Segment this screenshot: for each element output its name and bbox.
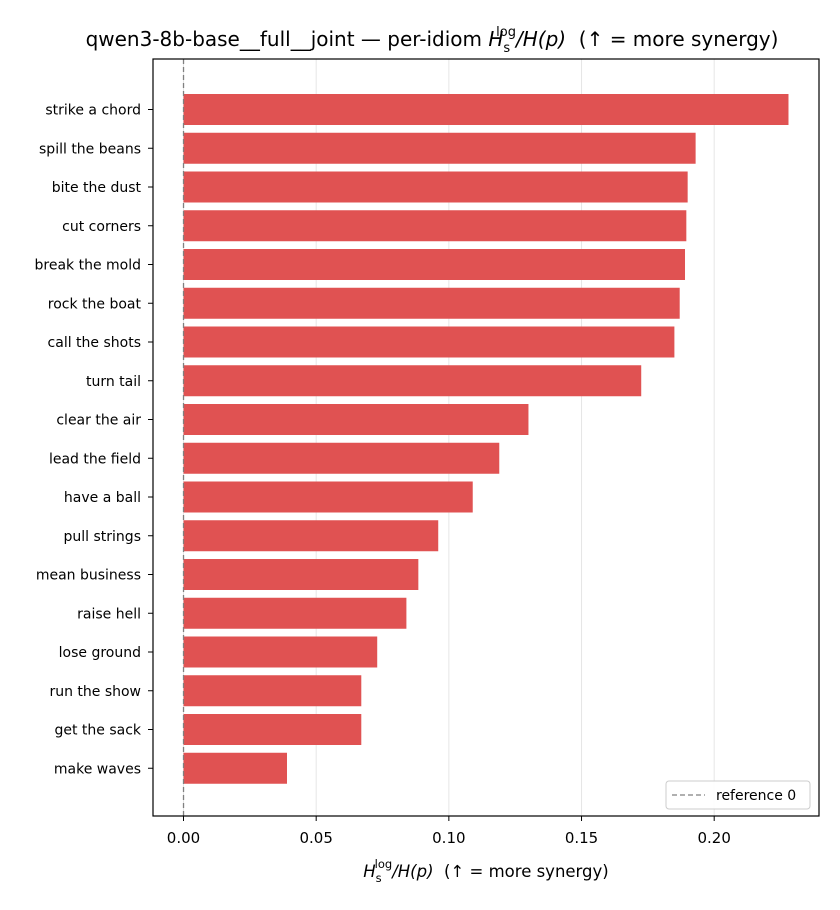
y-tick-label: make waves: [54, 761, 141, 777]
x-tick-label: 0.15: [565, 829, 598, 847]
bar: [183, 675, 362, 707]
y-tick-label: run the show: [49, 684, 141, 700]
plot-frame: [152, 58, 820, 817]
y-tick-label: turn tail: [86, 374, 141, 390]
legend-label: reference 0: [716, 788, 796, 804]
y-tick-label: lose ground: [59, 645, 141, 661]
bar: [183, 404, 529, 435]
y-tick-label: cut corners: [62, 219, 141, 235]
legend-box: [665, 780, 811, 810]
y-tick-label: mean business: [36, 568, 141, 584]
y-tick-label: strike a chord: [45, 103, 141, 119]
x-axis-ticks: 0.00 0.05 0.10 0.15 0.20: [167, 816, 731, 847]
x-axis-label: Hslog/H(p) (↑ = more synergy): [363, 857, 608, 885]
chart-title-metric-rest: /H(p): [514, 27, 566, 51]
y-tick-label: clear the air: [56, 413, 141, 429]
bar: [183, 714, 362, 745]
y-tick-label: have a ball: [64, 490, 141, 506]
y-tick-label: pull strings: [64, 529, 141, 545]
y-tick-label: rock the boat: [48, 296, 142, 312]
x-tick-label: 0.20: [697, 829, 730, 847]
x-axis-label-suffix: (↑ = more synergy): [434, 862, 609, 881]
x-axis-label-sup: log: [375, 857, 393, 871]
chart-title-main: qwen3-8b-base__full__joint — per-idiom: [86, 27, 489, 51]
chart-title-metric-h: H: [488, 27, 503, 51]
y-tick-label: bite the dust: [52, 180, 142, 196]
bar: [183, 442, 500, 474]
bar: [183, 636, 378, 668]
y-tick-label: get the sack: [54, 723, 141, 739]
bar: [183, 752, 287, 784]
chart-title: qwen3-8b-base__full__joint — per-idiom H…: [86, 25, 779, 56]
bar: [183, 520, 439, 552]
legend: reference 0: [665, 780, 811, 810]
chart-title-metric-sup: log: [496, 25, 516, 40]
bar: [183, 481, 473, 513]
x-tick-label: 0.10: [432, 829, 465, 847]
x-axis-label-h: H: [363, 862, 375, 881]
x-axis-label-sub: s: [376, 871, 382, 885]
bar: [183, 365, 642, 397]
bar: [183, 597, 407, 629]
x-tick-label: 0.05: [299, 829, 332, 847]
chart-title-suffix: (↑ = more synergy): [566, 27, 778, 51]
y-tick-label: raise hell: [77, 606, 141, 622]
bar: [183, 171, 688, 203]
bar: [183, 326, 675, 358]
y-tick-label: spill the beans: [39, 141, 141, 157]
bar: [183, 94, 789, 125]
bar: [183, 287, 680, 319]
bar: [183, 249, 686, 280]
y-tick-label: break the mold: [35, 258, 142, 274]
bar: [183, 132, 696, 164]
bar: [183, 559, 419, 590]
x-tick-label: 0.00: [167, 829, 200, 847]
bar: [183, 210, 687, 242]
chart-title-metric-sub: s: [503, 41, 510, 56]
bars: [183, 94, 789, 784]
y-tick-label: lead the field: [49, 451, 141, 467]
y-axis-ticks: strike a chord spill the beans bite the du…: [35, 103, 153, 777]
x-axis-label-rest: /H(p): [390, 862, 433, 881]
y-tick-label: call the shots: [48, 335, 141, 351]
